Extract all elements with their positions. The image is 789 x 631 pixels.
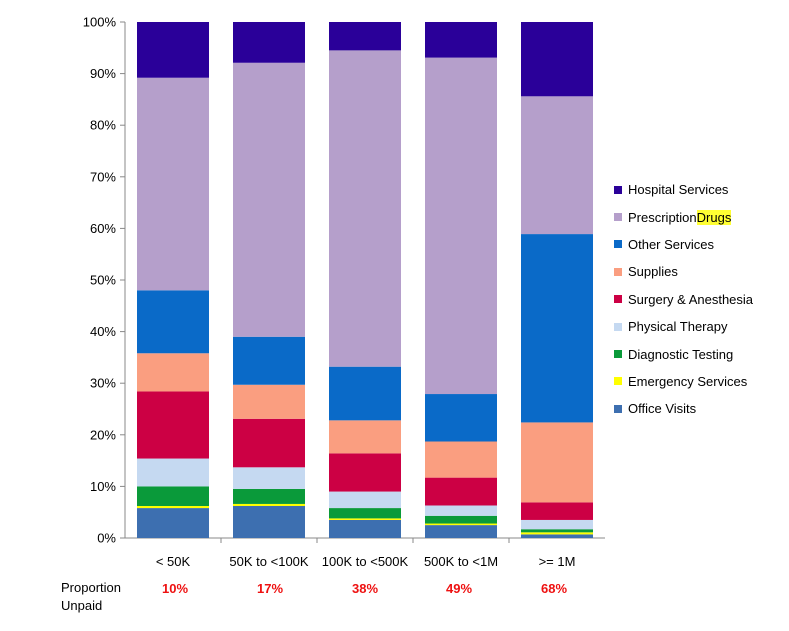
- bar-segment-other-services: [425, 394, 497, 442]
- x-tick-label: 100K to <500K: [322, 554, 409, 569]
- legend-label: Prescription: [628, 209, 697, 225]
- chart-legend: Hospital Services Prescription Drugs Oth…: [614, 176, 753, 423]
- legend-label: Physical Therapy: [628, 319, 728, 335]
- y-tick-label: 30%: [90, 376, 116, 391]
- bar-segment-emergency-services: [137, 506, 209, 509]
- legend-label: Diagnostic Testing: [628, 346, 734, 362]
- y-tick-label: 80%: [90, 118, 116, 133]
- bar-segment-prescription-drugs: [521, 96, 593, 235]
- legend-swatch: [614, 213, 622, 222]
- bar-segment-diagnostic-testing: [521, 529, 593, 533]
- bar-segment-supplies: [521, 422, 593, 503]
- y-tick-label: 70%: [90, 169, 116, 184]
- legend-swatch: [614, 267, 622, 276]
- proportion-unpaid-label: Proportion Unpaid: [61, 579, 121, 615]
- proportion-unpaid-value: 68%: [540, 581, 568, 596]
- legend-label: Surgery & Anesthesia: [628, 291, 754, 307]
- legend-swatch: [614, 322, 622, 331]
- bar-segment-physical-therapy: [137, 458, 209, 487]
- bar-segment-prescription-drugs: [425, 57, 497, 395]
- y-tick-label: 10%: [90, 479, 116, 494]
- legend-swatch: [614, 295, 622, 304]
- bar-segment-prescription-drugs: [329, 50, 401, 367]
- proportion-unpaid-value: 38%: [351, 581, 379, 596]
- x-tick-label: 50K to <100K: [229, 554, 308, 569]
- legend-label-highlight: Drugs: [696, 209, 732, 225]
- legend-swatch: [614, 185, 622, 194]
- y-tick-label: 100%: [83, 15, 117, 30]
- bar-segment-emergency-services: [233, 503, 305, 507]
- y-tick-label: 0%: [97, 531, 116, 546]
- bar-segment-office-visits: [233, 506, 305, 538]
- bar-segment-diagnostic-testing: [137, 486, 209, 507]
- bar-segment-office-visits: [329, 519, 401, 538]
- bar-segment-hospital-services: [329, 22, 401, 51]
- y-tick-label: 50%: [90, 273, 116, 288]
- legend-item-hospital-services: Hospital Services: [614, 176, 753, 203]
- bar-segment-diagnostic-testing: [329, 508, 401, 519]
- bar-segment-supplies: [137, 353, 209, 392]
- bar-segment-surgery-anesthesia: [521, 502, 593, 520]
- bar-segment-supplies: [425, 441, 497, 478]
- bar-segment-prescription-drugs: [233, 62, 305, 337]
- legend-item-emergency-services: Emergency Services: [614, 368, 753, 395]
- bar-segment-surgery-anesthesia: [137, 391, 209, 459]
- y-tick-label: 20%: [90, 427, 116, 442]
- bar-segment-surgery-anesthesia: [425, 477, 497, 506]
- legend-item-supplies: Supplies: [614, 258, 753, 285]
- legend-swatch: [614, 377, 622, 386]
- legend-label: Emergency Services: [628, 373, 748, 389]
- legend-item-prescription-drugs: Prescription Drugs: [614, 203, 753, 230]
- bar-segment-supplies: [329, 420, 401, 454]
- bar-segment-prescription-drugs: [137, 77, 209, 291]
- bar-segment-physical-therapy: [521, 519, 593, 530]
- legend-item-office-visits: Office Visits: [614, 395, 753, 422]
- bar-segment-surgery-anesthesia: [329, 453, 401, 492]
- bar-segment-other-services: [329, 366, 401, 421]
- legend-label: Supplies: [628, 264, 678, 280]
- bar-segment-emergency-services: [425, 523, 497, 526]
- legend-label: Office Visits: [628, 401, 697, 417]
- bar-segment-office-visits: [425, 525, 497, 538]
- x-tick-label: 500K to <1M: [424, 554, 498, 569]
- proportion-unpaid-value: 10%: [161, 581, 189, 596]
- proportion-unpaid-value: 49%: [445, 581, 473, 596]
- x-tick-label: >= 1M: [539, 554, 576, 569]
- bar-segment-diagnostic-testing: [233, 488, 305, 504]
- legend-label: Other Services: [628, 236, 714, 252]
- legend-swatch: [614, 350, 622, 359]
- bar-segment-supplies: [233, 384, 305, 419]
- bar-segment-diagnostic-testing: [425, 515, 497, 524]
- legend-item-diagnostic-testing: Diagnostic Testing: [614, 340, 753, 367]
- proportion-unpaid-label-line2: Unpaid: [61, 598, 103, 613]
- x-tick-label: < 50K: [156, 554, 191, 569]
- bar-segment-hospital-services: [521, 22, 593, 97]
- y-tick-label: 60%: [90, 221, 116, 236]
- legend-item-physical-therapy: Physical Therapy: [614, 313, 753, 340]
- legend-swatch: [614, 404, 622, 413]
- bar-segment-other-services: [137, 290, 209, 354]
- bar-segment-emergency-services: [521, 532, 593, 535]
- bar-segment-emergency-services: [329, 518, 401, 520]
- bar-segment-physical-therapy: [425, 505, 497, 516]
- bar-segment-office-visits: [521, 534, 593, 538]
- y-tick-label: 90%: [90, 66, 116, 81]
- bar-segment-other-services: [233, 336, 305, 385]
- legend-label: Hospital Services: [628, 182, 729, 198]
- bar-segment-physical-therapy: [329, 491, 401, 509]
- bar-segment-surgery-anesthesia: [233, 418, 305, 468]
- bar-segment-hospital-services: [425, 22, 497, 58]
- legend-swatch: [614, 240, 622, 249]
- legend-item-other-services: Other Services: [614, 231, 753, 258]
- bar-segment-hospital-services: [233, 22, 305, 63]
- bar-segment-physical-therapy: [233, 467, 305, 489]
- bar-segment-office-visits: [137, 508, 209, 538]
- proportion-unpaid-label-line1: Proportion: [61, 580, 121, 595]
- bar-segment-other-services: [521, 234, 593, 423]
- y-tick-label: 40%: [90, 324, 116, 339]
- bar-segment-hospital-services: [137, 22, 209, 78]
- proportion-unpaid-value: 17%: [256, 581, 284, 596]
- legend-item-surgery-anesthesia: Surgery & Anesthesia: [614, 286, 753, 313]
